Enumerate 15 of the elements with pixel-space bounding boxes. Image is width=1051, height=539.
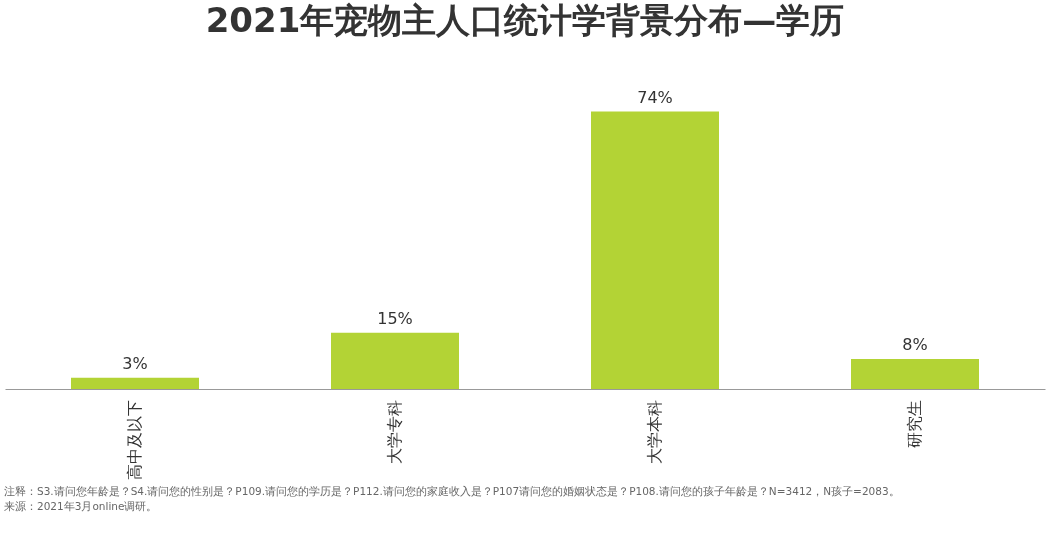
x-tick-label: 大学本科 [645,399,664,464]
source-note: 来源：2021年3月online调研。 [4,499,159,514]
bar [851,359,979,389]
bar [331,332,459,389]
bar [591,111,719,389]
text: 注释：S3.请问您年龄是？S4.请问您的性别是？P109.请问您的学历是？P112.请问您的家庭收入是？P107请问您的婚姻状态是？P108.请问您的孩子年龄是？N=3412，N孩子=2083。 [4,484,901,499]
x-tick-label: 大学专科 [385,399,404,464]
data-label: 8% [902,335,928,354]
data-label: 15% [377,308,413,328]
bar [71,377,199,389]
data-label: 74% [637,87,673,107]
data-label: 3% [122,353,148,373]
chart-title: 2021年宠物主人口统计学背景分布—学历 [205,0,845,40]
x-tick-label: 研究生 [905,399,924,448]
x-tick-label: 高中及以下 [125,399,144,480]
